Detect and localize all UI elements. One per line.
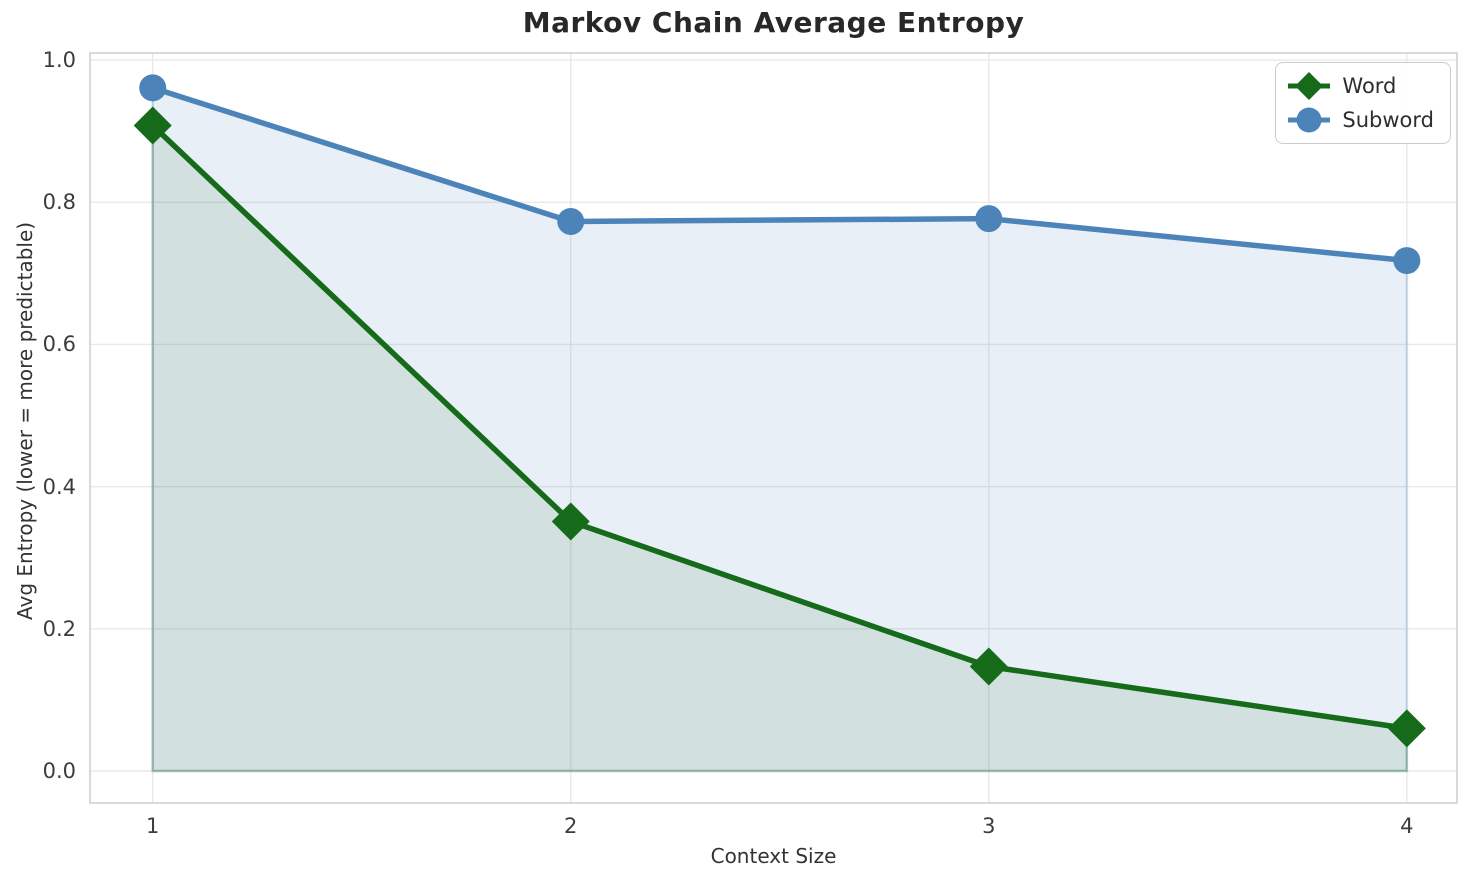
marker-word-2 bbox=[551, 502, 590, 541]
x-tick-label: 4 bbox=[1400, 814, 1414, 838]
y-tick-label: 1.0 bbox=[42, 48, 76, 73]
marker-word-1 bbox=[133, 106, 172, 145]
y-tick-label: 0.0 bbox=[42, 759, 76, 783]
legend-item-word: Word bbox=[1286, 71, 1434, 101]
y-tick-label: 0.4 bbox=[42, 474, 76, 499]
x-tick-label: 2 bbox=[564, 814, 578, 838]
marker-subword-4 bbox=[1393, 247, 1421, 275]
circle-marker-icon bbox=[1288, 107, 1331, 133]
x-axis-label: Context Size bbox=[710, 844, 837, 868]
legend-label-word: Word bbox=[1342, 74, 1397, 98]
marker-subword-2 bbox=[557, 207, 585, 235]
legend: Word Subword bbox=[1275, 62, 1451, 144]
legend-label-subword: Subword bbox=[1342, 108, 1434, 132]
marker-subword-3 bbox=[975, 205, 1003, 233]
marker-word-3 bbox=[969, 647, 1008, 686]
y-tick-label: 0.8 bbox=[42, 190, 76, 215]
marker-word-4 bbox=[1387, 709, 1426, 748]
plot-frame bbox=[89, 52, 1458, 804]
y-tick-label: 0.2 bbox=[42, 616, 76, 641]
y-axis-label: Avg Entropy (lower = more predictable) bbox=[13, 221, 37, 620]
marker-subword-1 bbox=[139, 74, 167, 102]
y-tick-label: 0.6 bbox=[42, 332, 76, 357]
x-tick-label: 3 bbox=[982, 814, 996, 838]
series-line-subword bbox=[149, 85, 1410, 264]
diamond-marker-icon bbox=[1288, 72, 1331, 100]
x-tick-label: 1 bbox=[146, 814, 160, 838]
legend-item-subword: Subword bbox=[1286, 105, 1434, 135]
chart-title: Markov Chain Average Entropy bbox=[522, 6, 1025, 39]
series-line-word bbox=[149, 122, 1410, 732]
